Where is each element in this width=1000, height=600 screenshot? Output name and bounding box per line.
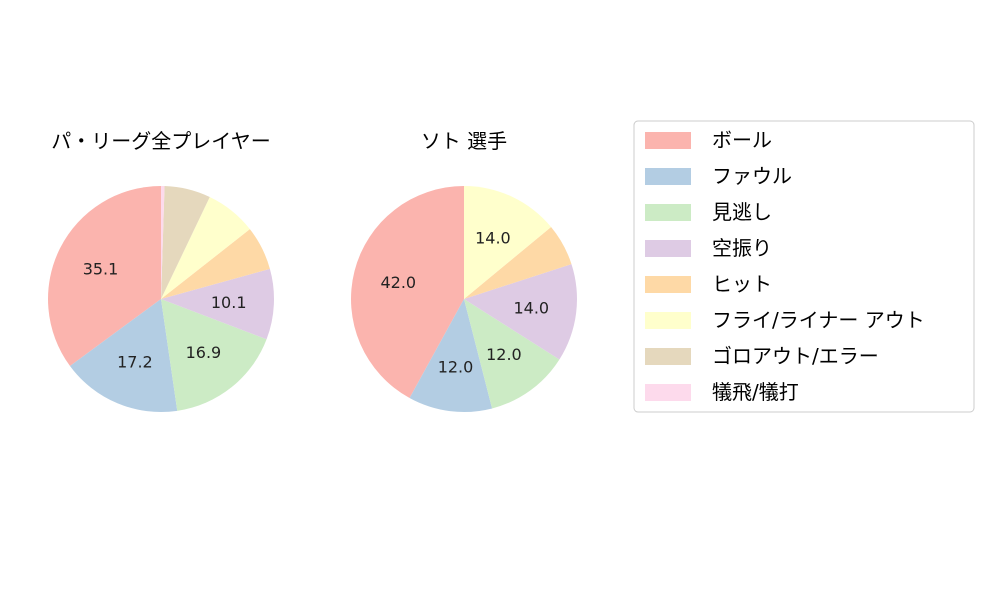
pie-slice-league-5 [161, 197, 250, 299]
legend-label-4: ヒット [712, 272, 772, 296]
legend-label-5: フライ/ライナー アウト [712, 308, 925, 332]
data-label-league-3: 10.1 [211, 293, 247, 312]
legend-label-1: ファウル [712, 164, 792, 188]
data-label-player-1: 12.0 [438, 357, 474, 376]
pie-slice-player-3 [464, 264, 578, 360]
legend-swatch-0 [645, 132, 691, 149]
legend-label-7: 犠飛/犠打 [712, 380, 799, 404]
pie-slice-player-4 [464, 226, 572, 299]
chart-title-player: ソト 選手 [421, 129, 507, 153]
legend-swatch-2 [645, 204, 691, 221]
data-label-league-0: 35.1 [83, 259, 119, 278]
pie-slice-player-5 [464, 186, 552, 299]
pie-slice-league-1 [70, 299, 178, 412]
pie-slice-league-4 [161, 229, 270, 299]
pie-slice-player-0 [351, 186, 464, 399]
data-label-league-2: 16.9 [186, 343, 222, 362]
legend-swatch-1 [645, 168, 691, 185]
data-label-league-1: 17.2 [117, 353, 153, 372]
pie-chart-league: パ・リーグ全プレイヤー 35.1 17.2 16.9 10.1 [48, 129, 274, 412]
pie-slice-league-6 [161, 186, 210, 299]
legend-label-0: ボール [712, 128, 772, 152]
legend-swatch-4 [645, 276, 691, 293]
legend-frame [633, 120, 975, 413]
pie-slice-league-0 [48, 186, 162, 366]
pie-slice-player-1 [409, 299, 493, 412]
legend-swatch-7 [645, 384, 691, 401]
chart-title-league: パ・リーグ全プレイヤー [51, 129, 270, 153]
legend-swatch-6 [645, 348, 691, 365]
data-label-player-3: 14.0 [513, 299, 549, 318]
legend-label-3: 空振り [712, 236, 772, 260]
data-label-player-2: 12.0 [486, 345, 522, 364]
pie-chart-player: ソト 選手 42.0 12.0 12.0 14.0 14.0 [351, 129, 578, 412]
legend-swatch-5 [645, 312, 691, 329]
data-label-player-0: 42.0 [380, 273, 416, 292]
pie-slice-league-2 [161, 299, 267, 411]
legend-swatch-3 [645, 240, 691, 257]
legend-label-2: 見逃し [712, 200, 772, 224]
data-label-player-5: 14.0 [475, 229, 511, 248]
pie-slice-league-3 [161, 268, 274, 340]
legend-label-6: ゴロアウト/エラー [712, 344, 879, 368]
pie-slice-league-7 [161, 186, 165, 299]
pie-slice-player-2 [464, 299, 560, 409]
